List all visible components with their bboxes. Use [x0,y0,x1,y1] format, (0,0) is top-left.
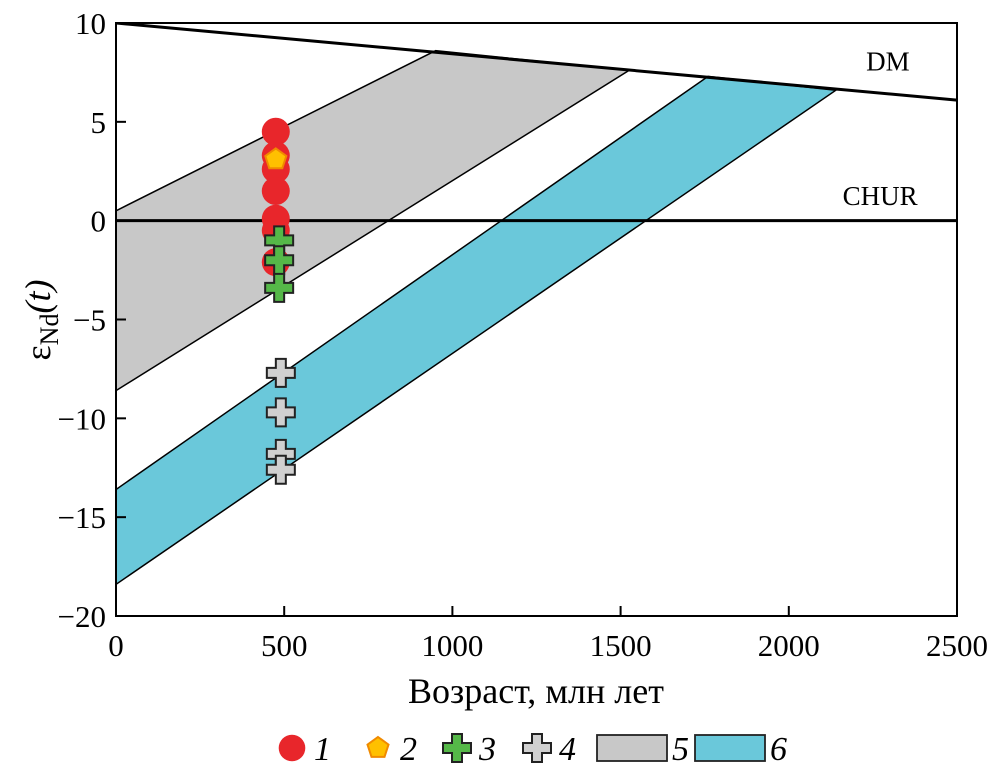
x-tick-label: 500 [261,628,308,663]
y-tick-label: −20 [58,599,106,634]
series-1-point [261,177,290,206]
x-tick-label: 2000 [758,628,820,663]
series-4-point [265,397,296,428]
legend-label-1: 1 [314,731,331,768]
legend: 1 2 3 4 5 6 [278,731,787,768]
legend-label-6: 6 [770,731,787,768]
legend-marker-5 [596,734,668,762]
x-axis-title: Возраст, млн лет [408,671,664,711]
y-tick-label: 0 [91,204,107,239]
y-tick-label: 5 [91,105,107,140]
reference-labels: DM CHUR [843,46,918,210]
legend-label-2: 2 [400,731,417,768]
x-tick-label: 1000 [421,628,483,663]
legend-marker-2 [366,735,390,758]
y-axis-title-paren: (t) [18,280,58,314]
y-axis-title-main: ε [18,345,58,360]
legend-marker-6 [694,734,766,762]
y-axis-title: εNd(t) [18,280,64,361]
reference-lines-layer [116,23,957,223]
y-axis: 10 5 0 −5 −10 −15 −20 [58,6,126,634]
x-tick-label: 2500 [926,628,988,663]
chur-label: CHUR [843,181,918,211]
points-layer [261,117,296,485]
legend-label-5: 5 [672,731,689,768]
y-tick-label: −10 [58,401,106,436]
legend-label-4: 4 [559,731,576,768]
y-tick-label: −5 [73,303,106,338]
legend-marker-4 [522,733,552,763]
series-4-point [265,357,296,388]
series-3-point [264,272,295,303]
x-tick-label: 1500 [590,628,652,663]
series-1-point [261,117,290,146]
series-2-point [264,147,288,170]
x-axis: 0 500 1000 1500 2000 2500 [108,606,988,663]
dm-line [116,23,957,102]
y-tick-label: 10 [75,6,106,41]
legend-marker-1 [278,734,306,762]
y-tick-label: −15 [58,500,106,535]
dm-label: DM [866,46,910,76]
series-4-point [265,454,296,485]
legend-marker-3 [442,733,472,763]
x-tick-label: 0 [108,628,124,663]
y-axis-title-sub: Nd [35,314,64,346]
bands-layer [116,49,838,586]
legend-label-3: 3 [478,731,496,768]
